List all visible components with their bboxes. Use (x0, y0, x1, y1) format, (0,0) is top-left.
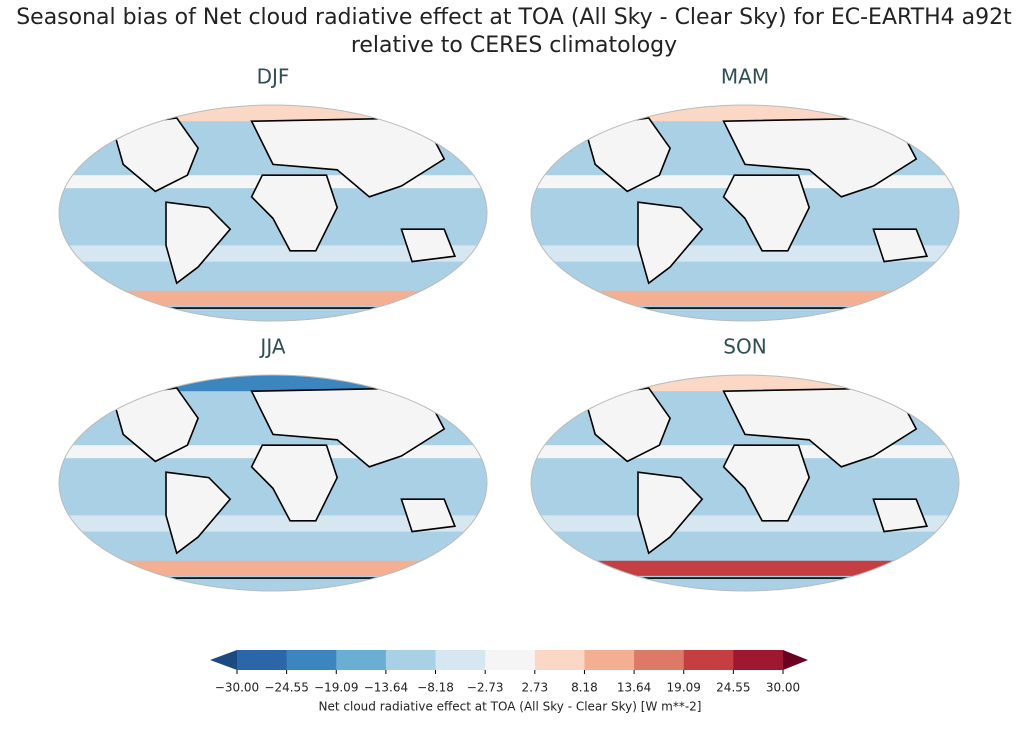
panel-title: SON (723, 335, 766, 359)
colorbar-tick-label: −24.55 (264, 681, 308, 695)
colorbar-segment (584, 650, 635, 670)
title-line: Seasonal bias of Net cloud radiative eff… (16, 5, 1012, 30)
continent (250, 444, 339, 522)
colorbar-tick-label: 24.55 (716, 681, 750, 695)
map-border (530, 374, 960, 592)
map-border (58, 104, 488, 322)
band (59, 375, 487, 392)
colorbar-segment (435, 650, 486, 670)
band (59, 290, 487, 306)
continent (400, 228, 457, 263)
band (531, 515, 959, 532)
colorbar-segment (733, 650, 784, 670)
band (531, 105, 959, 122)
colorbar-segment (485, 650, 536, 670)
continent (637, 201, 704, 285)
map-border (530, 104, 960, 322)
colorbar-tick-label: −2.73 (467, 681, 504, 695)
continent (722, 174, 811, 252)
colorbar-tick-label: 8.18 (571, 681, 598, 695)
panel-title: DJF (257, 65, 290, 89)
panel-title: MAM (721, 65, 769, 89)
continent (165, 201, 232, 285)
colorbar-tick-label: 30.00 (766, 681, 800, 695)
band (531, 375, 959, 392)
colorbar-tick-label: 19.09 (667, 681, 701, 695)
band (59, 245, 487, 262)
continent (583, 117, 672, 193)
continent (165, 471, 232, 555)
band (59, 105, 487, 122)
continent (722, 444, 811, 522)
map (531, 375, 959, 591)
colorbar-segment (683, 650, 734, 670)
colorbar-extend-under (210, 650, 237, 670)
colorbar-tick-label: −19.09 (314, 681, 358, 695)
colorbar-tick-label: 2.73 (521, 681, 548, 695)
band (531, 245, 959, 262)
continent (583, 387, 672, 463)
continent (111, 117, 200, 193)
continent (872, 498, 929, 533)
colorbar-label: Net cloud radiative effect at TOA (All S… (319, 700, 702, 714)
colorbar-segment (336, 650, 387, 670)
colorbar-extend-over (783, 650, 808, 670)
colorbar-tick-label: −30.00 (215, 681, 259, 695)
continent (637, 471, 704, 555)
map-border (58, 374, 488, 592)
continent (250, 174, 339, 252)
colorbar-segment (534, 650, 585, 670)
colorbar-segment (237, 650, 288, 670)
colorbar-segment (286, 650, 337, 670)
colorbar-segment (385, 650, 437, 670)
title-line: relative to CERES climatology (351, 33, 677, 58)
map (59, 105, 487, 321)
panel-title: JJA (258, 335, 285, 359)
colorbar-tick-label: 13.64 (617, 681, 651, 695)
map (59, 375, 487, 591)
colorbar-tick-label: −13.64 (364, 681, 408, 695)
band (59, 515, 487, 532)
band (59, 560, 487, 576)
colorbar-tick-label: −8.18 (417, 681, 454, 695)
band (531, 290, 959, 306)
map (531, 105, 959, 321)
continent (111, 387, 200, 463)
continent (400, 498, 457, 533)
band (531, 560, 959, 576)
continent (872, 228, 929, 263)
colorbar-segment (634, 650, 685, 670)
